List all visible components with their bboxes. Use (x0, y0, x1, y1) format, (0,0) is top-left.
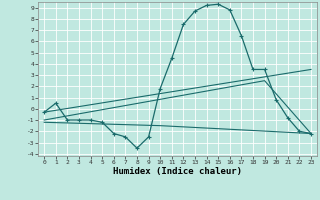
X-axis label: Humidex (Indice chaleur): Humidex (Indice chaleur) (113, 167, 242, 176)
